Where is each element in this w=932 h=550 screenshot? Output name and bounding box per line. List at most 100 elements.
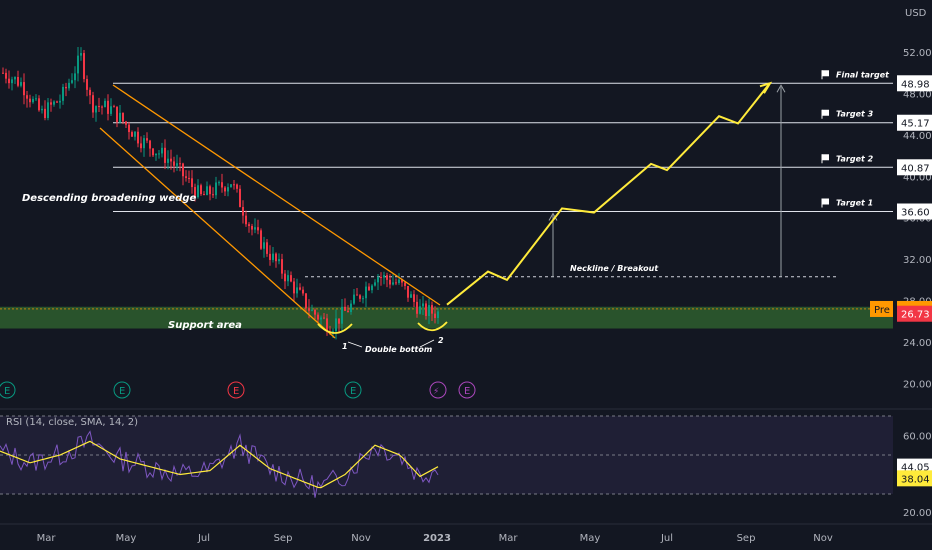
target-label: Target 3 — [836, 110, 874, 119]
candle-body — [419, 306, 421, 314]
price-tick-label: 44.00 — [903, 131, 932, 142]
price-tick-label: 24.00 — [903, 338, 932, 349]
candle-body — [113, 106, 115, 108]
candle-body — [62, 86, 64, 101]
candle-body — [182, 163, 184, 177]
event-marker-icon: E — [113, 381, 131, 399]
event-circle-icon — [458, 381, 476, 399]
candle-body — [272, 253, 274, 260]
candle-body — [422, 303, 424, 307]
event-marker-icon: E — [458, 381, 476, 399]
candle-body — [242, 207, 244, 216]
candle-body — [239, 188, 241, 208]
candle-body — [251, 225, 253, 230]
candle-body — [317, 314, 319, 320]
candle-body — [143, 138, 145, 149]
event-circle-icon — [0, 381, 16, 399]
candle-body — [248, 224, 250, 226]
candle-body — [425, 303, 427, 316]
candle-body — [200, 185, 202, 195]
candle-body — [146, 138, 148, 141]
price-badge-text: 45.17 — [901, 119, 930, 130]
candle-body — [374, 282, 376, 286]
axes: 52.0048.0044.0040.0036.0032.0028.0024.00… — [0, 48, 932, 544]
candle-body — [218, 182, 220, 184]
candle-body — [26, 95, 28, 99]
event-circle-icon — [113, 381, 131, 399]
candle-body — [194, 187, 196, 198]
candle-body — [8, 78, 10, 84]
event-marker-icon: ⚡ — [429, 381, 447, 399]
candle-body — [92, 95, 94, 113]
candle-body — [53, 101, 55, 105]
rsi-title: RSI (14, close, SMA, 14, 2) — [6, 417, 138, 428]
candle-body — [326, 318, 328, 332]
time-tick-label: Sep — [737, 533, 756, 544]
rsi-tick-label: 60.00 — [903, 432, 932, 443]
candle-body — [308, 308, 310, 311]
candle-body — [71, 80, 73, 83]
candle-body — [128, 124, 130, 133]
time-tick-label: 2023 — [423, 533, 451, 544]
candle-body — [245, 215, 247, 225]
candle-body — [2, 72, 4, 74]
event-circle-icon — [344, 381, 362, 399]
candle-body — [86, 79, 88, 90]
candle-body — [323, 317, 325, 319]
target-flag-icon — [821, 109, 829, 119]
candle-body — [122, 112, 124, 122]
price-badge — [897, 75, 932, 92]
time-tick-label: May — [580, 533, 601, 544]
candle-body — [284, 273, 286, 282]
time-tick-label: May — [116, 533, 137, 544]
neckline-label: Neckline / Breakout — [570, 264, 659, 273]
candle-body — [107, 100, 109, 114]
price-badge-text: 40.87 — [901, 163, 930, 174]
candle-body — [197, 185, 199, 198]
double-bottom-arc-2 — [417, 321, 448, 332]
price-pane[interactable]: Final target Target 3 Target 2 Target 1 E E E E… — [0, 46, 893, 399]
price-badge-prefix-text: Pre — [874, 305, 890, 316]
candle-body — [74, 73, 76, 81]
price-badge — [897, 203, 932, 220]
candle-body — [38, 98, 40, 111]
candle-body — [359, 295, 361, 299]
candle-body — [236, 184, 238, 189]
candle-body — [377, 276, 379, 283]
event-circle-icon — [227, 381, 245, 399]
event-letter: E — [119, 386, 125, 397]
time-tick-label: Nov — [351, 533, 371, 544]
candle-body — [176, 163, 178, 166]
target-flag-icon — [821, 154, 829, 164]
event-circle-icon — [429, 381, 447, 399]
price-tick-label: 20.00 — [903, 379, 932, 390]
rsi-pane[interactable] — [0, 408, 932, 498]
price-badge-prefix — [870, 300, 893, 317]
candle-body — [161, 147, 163, 154]
candle-body — [149, 140, 151, 149]
candle-body — [347, 310, 349, 313]
candle-body — [266, 242, 268, 254]
candle-body — [230, 184, 232, 188]
candle-body — [344, 306, 346, 311]
flag-icon — [822, 198, 829, 205]
candle-body — [311, 309, 313, 311]
candle-body — [320, 317, 322, 320]
time-tick-label: Mar — [499, 533, 519, 544]
candle-body — [395, 282, 397, 284]
candle-body — [98, 106, 100, 108]
double-bottom-label: Double bottom — [365, 345, 432, 354]
candle-body — [47, 102, 49, 119]
event-letter: E — [464, 386, 470, 397]
target-flag-icon — [821, 198, 829, 208]
candle-body — [131, 132, 133, 137]
candle-body — [119, 112, 121, 123]
candle-body — [398, 279, 400, 284]
event-marker-icon: E — [227, 381, 245, 399]
rsi-tick-label: 20.00 — [903, 508, 932, 519]
candle-body — [293, 281, 295, 294]
candle-body — [302, 289, 304, 294]
price-badge — [897, 159, 932, 176]
